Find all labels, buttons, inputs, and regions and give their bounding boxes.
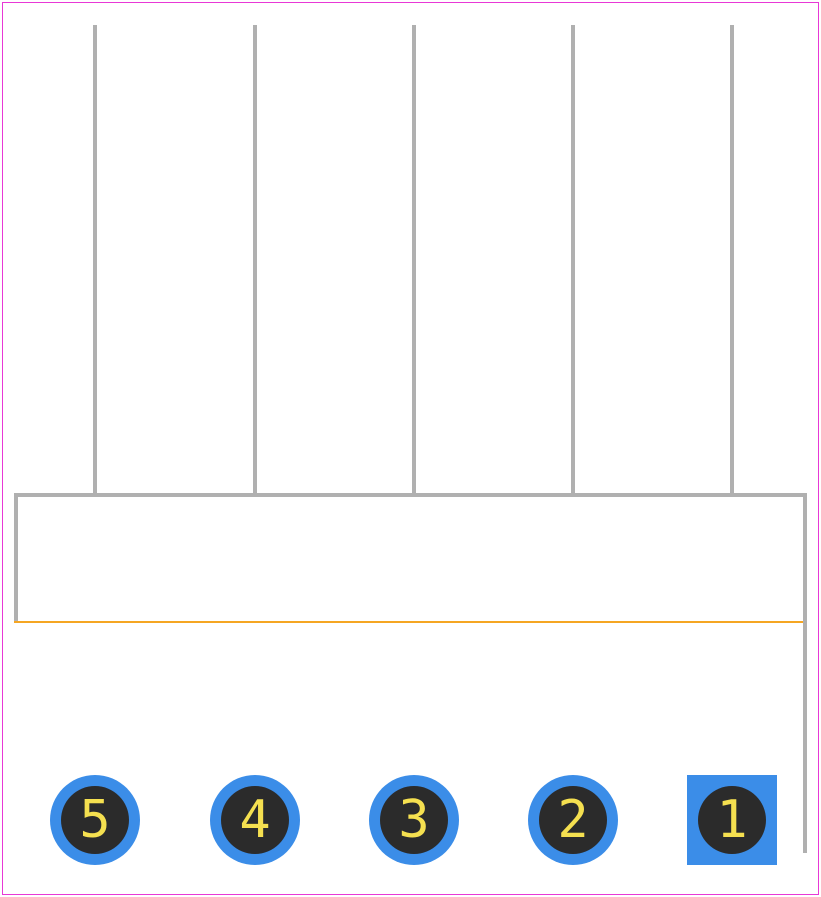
vertical-line-4 bbox=[571, 25, 575, 493]
pin-5: 5 bbox=[50, 775, 140, 865]
vertical-line-2 bbox=[253, 25, 257, 493]
pin-3-label: 3 bbox=[380, 786, 448, 854]
pin-2-label: 2 bbox=[539, 786, 607, 854]
separator-line bbox=[14, 621, 807, 623]
pin-4-label: 4 bbox=[221, 786, 289, 854]
pin-2: 2 bbox=[528, 775, 618, 865]
pin-3: 3 bbox=[369, 775, 459, 865]
pin-5-label: 5 bbox=[61, 786, 129, 854]
pin-4: 4 bbox=[210, 775, 300, 865]
vertical-line-3 bbox=[412, 25, 416, 493]
pin-1-label: 1 bbox=[698, 786, 766, 854]
body-outline bbox=[14, 493, 807, 623]
pin-1: 1 bbox=[687, 775, 777, 865]
vertical-line-1 bbox=[93, 25, 97, 493]
outer-frame bbox=[2, 2, 819, 895]
vertical-line-5 bbox=[730, 25, 734, 493]
right-extension-line bbox=[803, 493, 807, 853]
